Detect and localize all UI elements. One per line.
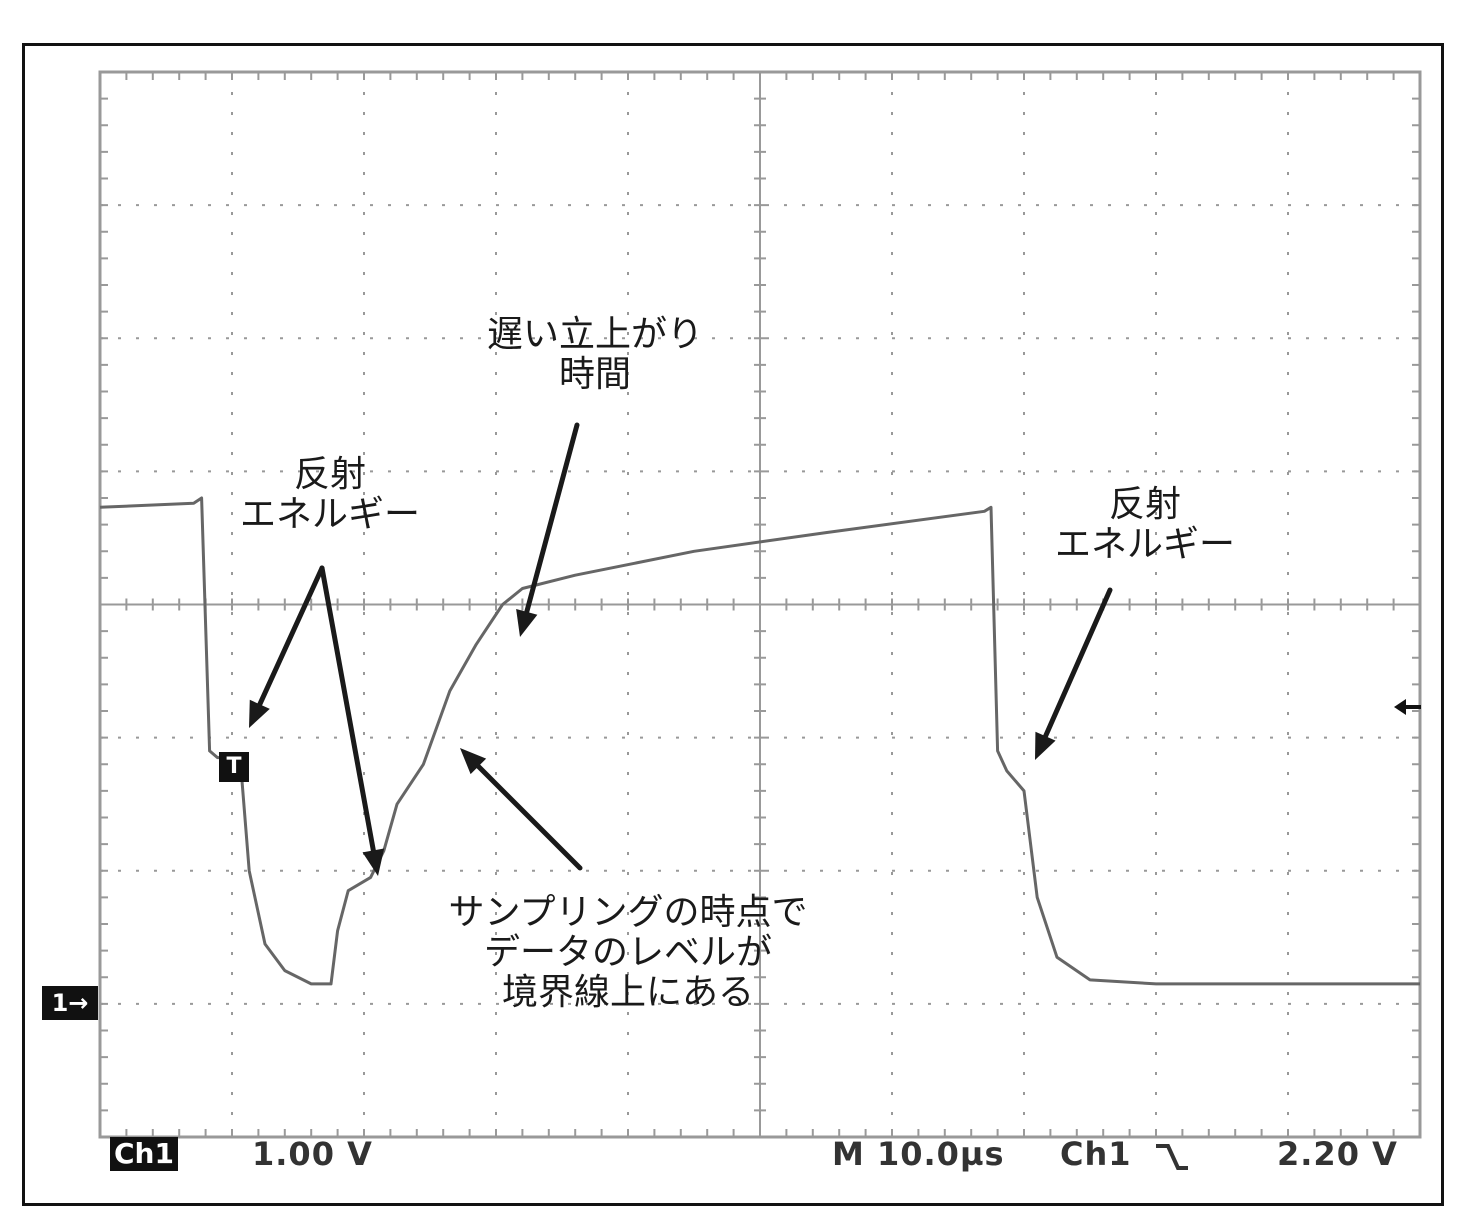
- falling-edge-icon: [1156, 1144, 1188, 1170]
- trigger-level: 2.20 V: [1277, 1135, 1398, 1173]
- annotation-sampling: サンプリングの時点で データのレベルが 境界線上にある: [449, 893, 808, 1013]
- arrow-shaft: [1042, 587, 1113, 739]
- volts-per-div: 1.00 V: [252, 1135, 373, 1173]
- annotation-line: データのレベルが: [483, 932, 773, 973]
- annotation-line: エネルギー: [239, 494, 421, 535]
- arrow-shaft: [257, 565, 325, 707]
- annotation-line: 反射: [293, 454, 367, 495]
- annotation-line: エネルギー: [1054, 524, 1236, 565]
- annotation-line: 境界線上にある: [501, 972, 755, 1013]
- arrow-head: [516, 609, 538, 637]
- annotation-arrows: [249, 422, 1113, 876]
- arrow-shaft: [524, 422, 580, 615]
- arrow-head: [1035, 731, 1056, 760]
- annotation-line: 時間: [558, 354, 632, 395]
- annotation-line: 遅い立上がり: [486, 314, 704, 355]
- trigger-level-arrow-icon: [1394, 699, 1421, 715]
- arrow-head: [460, 748, 487, 775]
- channel-badge: Ch1: [110, 1137, 178, 1171]
- annotation-reflection-right: 反射 エネルギー: [1055, 485, 1235, 565]
- annotation-reflection-left: 反射 エネルギー: [240, 455, 420, 535]
- figure-frame: [22, 43, 1444, 1206]
- arrow-shaft: [475, 763, 583, 871]
- annotation-slow-rise: 遅い立上がり 時間: [487, 315, 703, 395]
- ground-reference-marker: 1→: [42, 986, 98, 1020]
- arrow-head: [249, 699, 270, 728]
- annotation-line: サンプリングの時点で: [448, 892, 808, 933]
- arrow-head: [362, 848, 385, 876]
- trigger-source: Ch1: [1060, 1135, 1132, 1173]
- graticule: [98, 70, 1422, 1139]
- timebase-readout: M 10.0µs: [832, 1135, 1005, 1173]
- arrow-shaft: [319, 565, 376, 853]
- trigger-position-marker: T: [219, 752, 249, 782]
- annotation-line: 反射: [1108, 484, 1182, 525]
